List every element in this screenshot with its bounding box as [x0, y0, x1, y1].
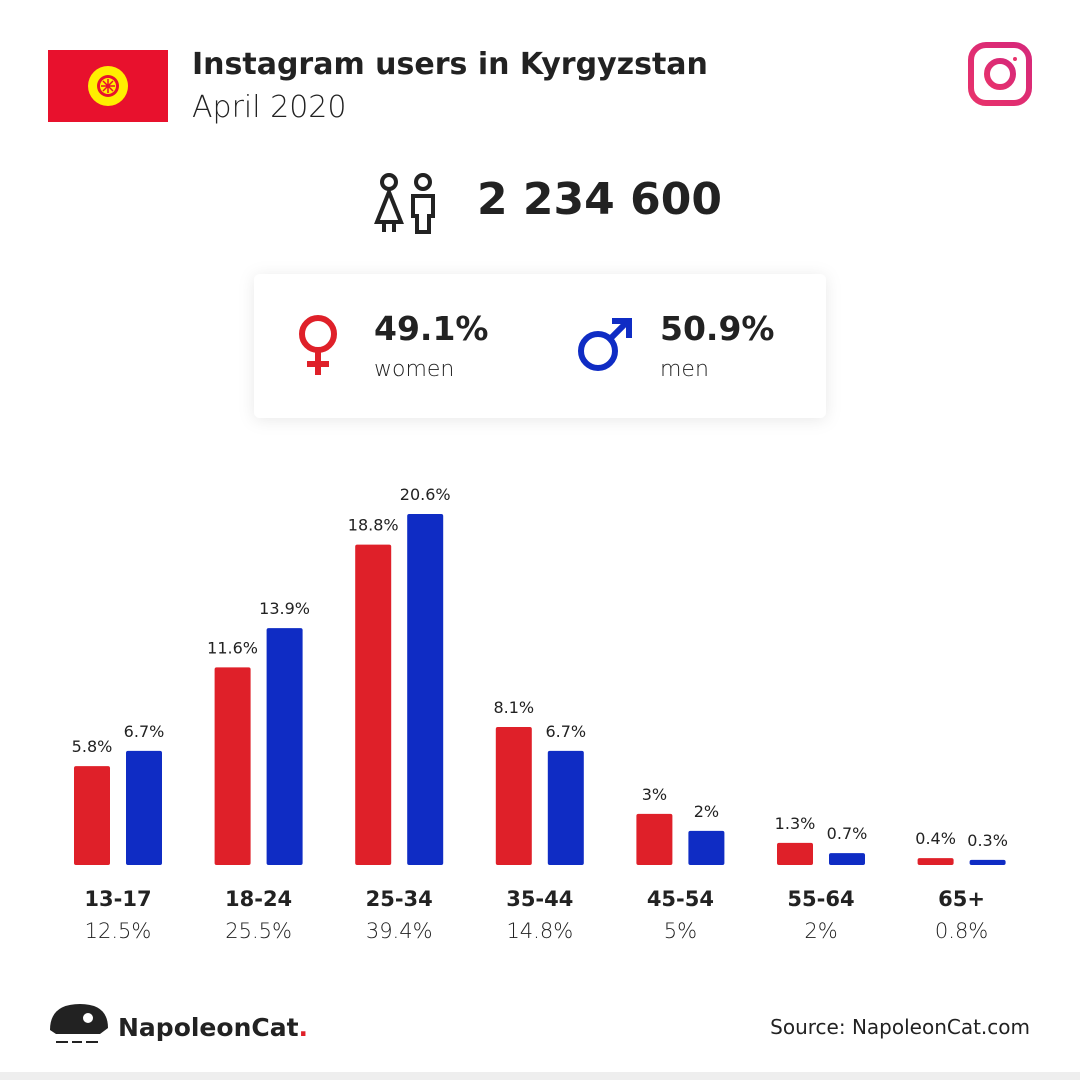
category-label: 13-17	[84, 887, 151, 911]
brand: NapoleonCat	[118, 1013, 299, 1042]
total-users: 2 234 600	[477, 174, 722, 225]
value-label: 5.8%	[72, 737, 113, 756]
value-label: 13.9%	[259, 599, 310, 618]
value-label: 8.1%	[493, 698, 534, 717]
value-label: 20.6%	[400, 485, 451, 504]
women-label: women	[374, 357, 454, 382]
value-label: 18.8%	[348, 516, 399, 535]
category-label: 25-34	[366, 887, 433, 911]
bar	[266, 628, 303, 865]
male-icon	[578, 318, 632, 371]
value-label: 0.7%	[827, 824, 868, 843]
brand-logo	[50, 1004, 108, 1043]
bar	[969, 859, 1006, 865]
men-share: 50.9%	[660, 309, 775, 348]
value-label: 0.3%	[967, 831, 1008, 850]
category-total: 25.5%	[225, 919, 292, 943]
category-label: 35-44	[506, 887, 573, 911]
value-label: 1.3%	[775, 814, 816, 833]
bar	[495, 726, 532, 865]
bar	[636, 813, 673, 865]
title: Instagram users in Kyrgyzstan	[192, 47, 708, 82]
bar	[688, 830, 725, 865]
bar	[407, 514, 444, 865]
category-total: 39.4%	[366, 919, 433, 943]
women-share: 49.1%	[374, 309, 489, 348]
bar	[355, 544, 392, 865]
men-label: men	[660, 357, 709, 382]
category-total: 0.8%	[935, 919, 988, 943]
bar	[547, 750, 584, 865]
value-label: 3%	[642, 785, 667, 804]
bar	[777, 842, 813, 865]
category-label: 55-64	[787, 887, 854, 911]
category-label: 18-24	[225, 887, 292, 911]
bar	[126, 750, 162, 865]
value-label: 0.4%	[915, 829, 956, 848]
bottom-strip	[0, 1072, 1080, 1080]
category-total: 14.8%	[506, 919, 573, 943]
people-icon	[374, 173, 435, 234]
bar-chart: 5.8% 6.7% 13-17 12.5% 11.6% 13.9% 18-24 25.5% 18…	[72, 485, 1008, 943]
value-label: 6.7%	[545, 722, 586, 741]
category-label: 45-54	[647, 887, 714, 911]
female-icon	[299, 315, 337, 375]
bar	[829, 853, 865, 865]
flag	[48, 50, 168, 122]
value-label: 6.7%	[124, 722, 165, 741]
category-label: 65+	[938, 887, 985, 911]
category-total: 2%	[804, 919, 837, 943]
gender-card	[254, 274, 826, 418]
brand-mark: .	[299, 1013, 309, 1042]
value-label: 2%	[694, 802, 719, 821]
instagram-logo	[968, 42, 1032, 106]
bar	[74, 766, 110, 865]
subtitle: April 2020	[192, 90, 346, 125]
category-total: 12.5%	[85, 919, 152, 943]
category-total: 5%	[664, 919, 697, 943]
value-label: 11.6%	[207, 638, 258, 657]
source: Source: NapoleonCat.com	[770, 1015, 1030, 1039]
bar	[214, 667, 251, 865]
brand-name: NapoleonCat.	[118, 1013, 308, 1042]
bar	[917, 858, 954, 865]
